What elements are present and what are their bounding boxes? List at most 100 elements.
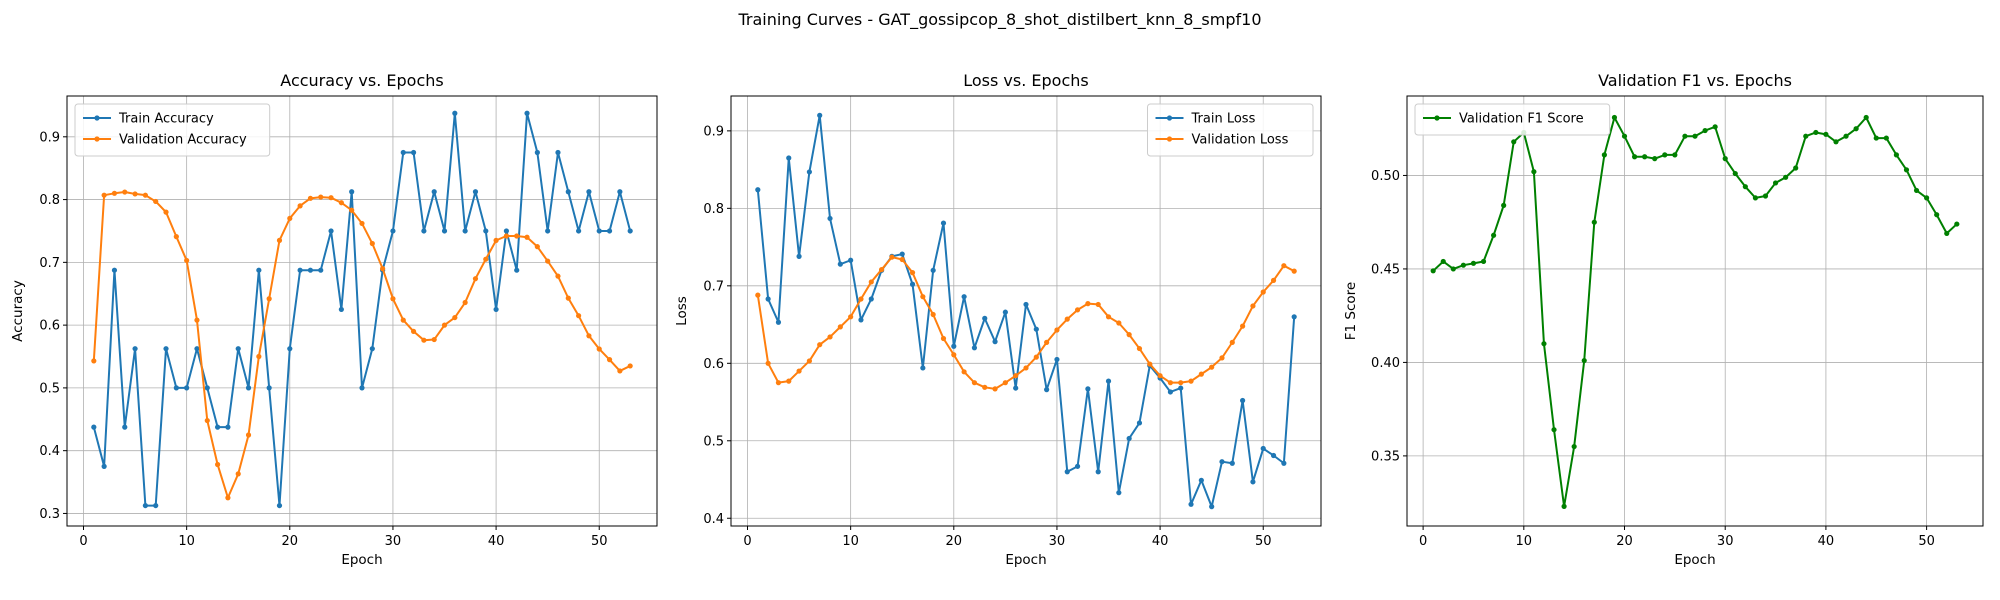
data-point <box>848 257 854 263</box>
data-point <box>982 315 988 321</box>
data-point <box>951 352 957 358</box>
data-point <box>1095 301 1101 308</box>
data-point <box>1712 124 1718 130</box>
data-point <box>1652 156 1658 162</box>
legend-marker <box>94 136 100 142</box>
data-point <box>1002 309 1008 315</box>
data-point <box>858 296 864 302</box>
data-point <box>297 203 303 209</box>
data-point <box>1260 445 1266 452</box>
data-point <box>1013 373 1019 379</box>
data-point <box>328 195 334 201</box>
data-point <box>431 336 437 343</box>
x-tick-label: 10 <box>1516 534 1533 549</box>
series-validation-f1-score <box>1430 114 1960 509</box>
legend-label: Train Loss <box>1191 112 1256 127</box>
data-point <box>765 360 771 366</box>
data-point <box>441 322 448 328</box>
x-tick-label: 20 <box>1616 534 1633 549</box>
data-point <box>101 192 107 198</box>
data-point <box>765 296 771 302</box>
data-point <box>173 234 179 240</box>
data-point <box>1571 443 1577 450</box>
data-point <box>1064 316 1070 322</box>
data-point <box>1074 463 1081 469</box>
y-tick-label: 0.7 <box>703 279 724 294</box>
data-point <box>617 368 623 374</box>
data-point <box>122 189 128 195</box>
data-point <box>576 228 582 234</box>
data-point <box>1813 129 1819 136</box>
x-tick-label: 30 <box>1717 534 1734 549</box>
data-point <box>235 471 241 477</box>
data-point <box>1450 266 1456 272</box>
data-point <box>1219 355 1225 361</box>
data-point <box>1105 314 1112 320</box>
data-point <box>909 281 916 287</box>
data-point <box>153 198 159 205</box>
data-point <box>122 424 128 430</box>
data-point <box>606 228 613 234</box>
data-point <box>992 386 998 392</box>
y-tick-label: 0.50 <box>1371 169 1400 184</box>
x-tick-label: 40 <box>1152 534 1169 549</box>
data-point <box>163 209 169 215</box>
data-point <box>1157 373 1163 379</box>
data-point <box>359 220 365 227</box>
data-point <box>920 294 926 300</box>
data-point <box>971 380 978 386</box>
data-point <box>410 149 417 156</box>
data-point <box>817 112 823 118</box>
data-point <box>1642 154 1648 160</box>
y-tick-label: 0.9 <box>703 124 724 139</box>
data-point <box>1178 380 1184 386</box>
data-point <box>1772 180 1779 186</box>
legend-box <box>1414 103 1611 136</box>
legend-label: Validation Accuracy <box>119 133 247 148</box>
data-point <box>1662 152 1668 158</box>
data-point <box>1601 152 1607 158</box>
data-point <box>1198 477 1204 483</box>
data-point <box>596 228 602 234</box>
data-point <box>1893 152 1899 158</box>
y-tick-label: 0.45 <box>1371 262 1400 277</box>
data-point <box>1270 277 1277 283</box>
data-point <box>1883 135 1889 141</box>
y-axis-label: Loss <box>674 296 690 326</box>
data-point <box>868 296 874 302</box>
data-point <box>1260 289 1266 295</box>
data-point <box>1511 139 1517 145</box>
data-point <box>111 267 118 273</box>
data-point <box>1501 202 1507 208</box>
data-point <box>276 237 283 243</box>
data-point <box>951 343 957 349</box>
series-validation-accuracy <box>91 189 633 501</box>
data-point <box>328 228 334 234</box>
data-point <box>400 317 406 323</box>
data-point <box>1281 263 1287 269</box>
x-tick-label: 40 <box>1818 534 1835 549</box>
data-point <box>1531 169 1537 175</box>
subplot-1: Accuracy vs. Epochs 0 10 20 30 40 50 0.3 0.4 0.5 0… <box>10 71 658 568</box>
data-point <box>1002 380 1008 386</box>
data-point <box>920 365 926 371</box>
data-point <box>1611 114 1618 121</box>
data-point <box>338 200 344 206</box>
data-point <box>775 380 782 386</box>
legend-label: Train Accuracy <box>118 112 214 127</box>
data-point <box>1229 339 1235 345</box>
data-point <box>184 257 190 264</box>
legend: Validation F1 Score <box>1414 103 1611 136</box>
axes-frame <box>66 95 658 527</box>
data-point <box>837 324 843 330</box>
data-point <box>565 295 571 301</box>
axes-frame <box>1406 95 1984 527</box>
x-tick-label: 10 <box>842 534 859 549</box>
data-point <box>1470 260 1477 266</box>
legend: Train Accuracy Validation Accuracy <box>74 103 271 157</box>
data-point <box>555 273 561 279</box>
data-point <box>1843 133 1849 139</box>
data-point <box>349 189 355 195</box>
data-point <box>349 207 355 213</box>
legend-marker <box>1166 115 1173 121</box>
